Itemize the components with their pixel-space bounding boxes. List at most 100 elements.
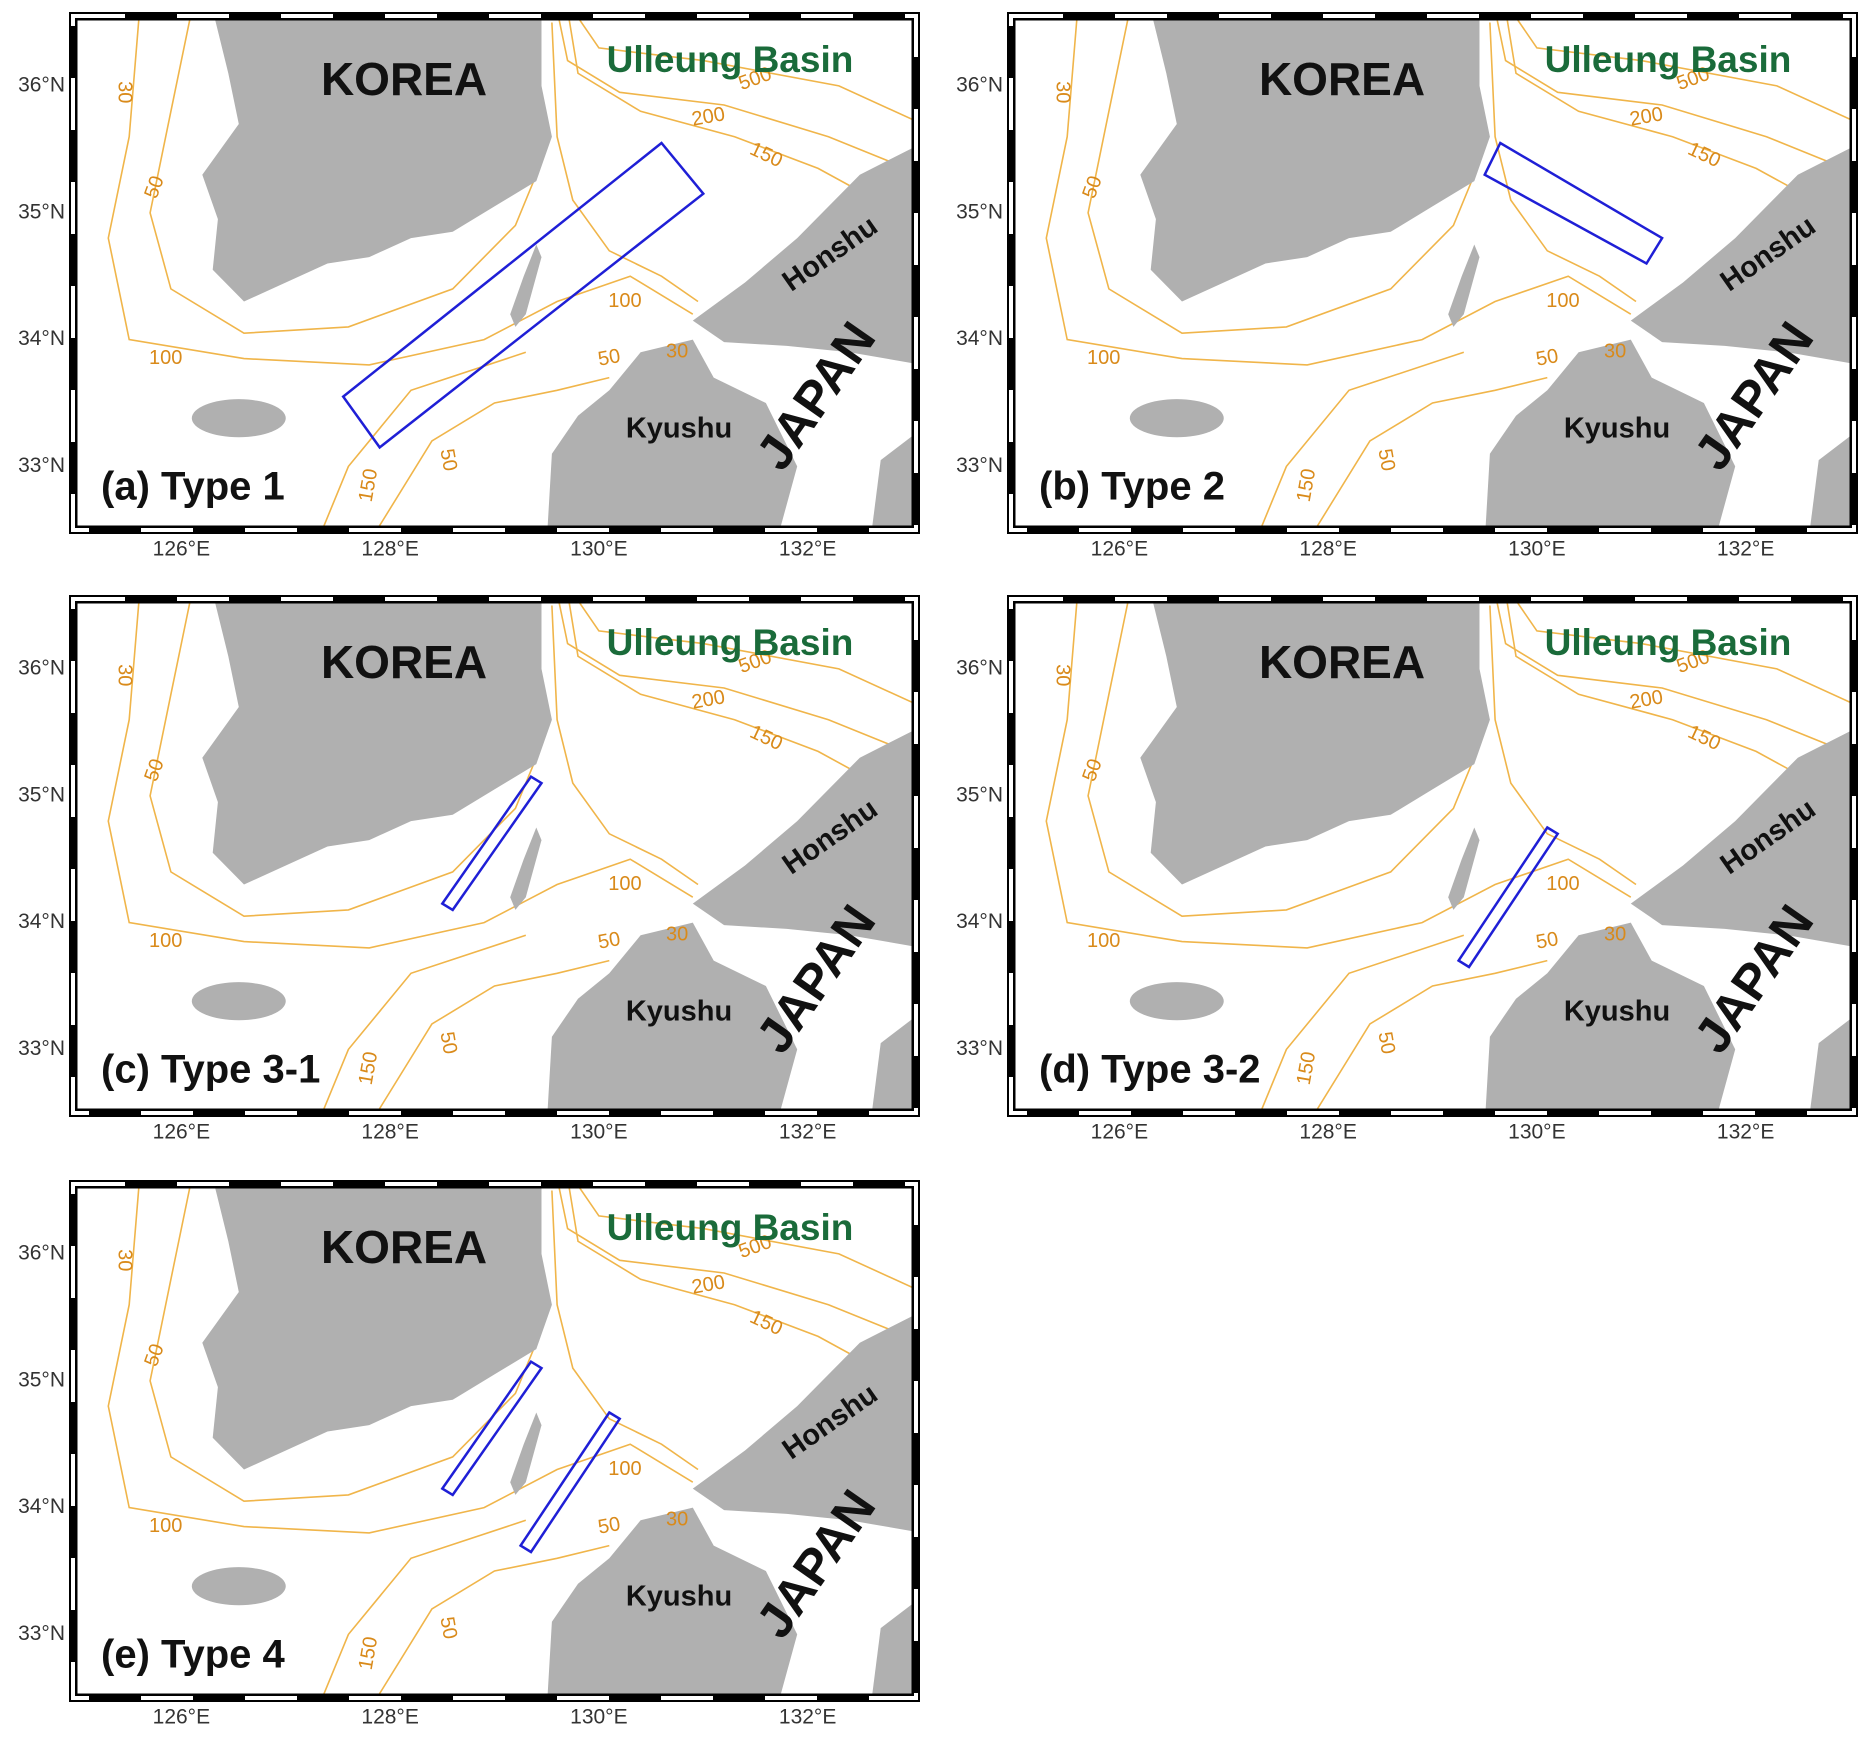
contour-label: 100 xyxy=(1546,873,1579,895)
isobath xyxy=(578,20,912,121)
land xyxy=(1630,731,1850,947)
study-box xyxy=(1456,825,1560,969)
island-label: Kyushu xyxy=(626,1581,732,1613)
x-tick-label: 132°E xyxy=(779,1121,836,1144)
isobath xyxy=(1087,20,1481,335)
y-tick-label: 34°N xyxy=(18,1495,65,1518)
x-tick-label: 126°E xyxy=(153,1121,210,1144)
isobath xyxy=(378,1544,610,1694)
contour-label: 30 xyxy=(1604,924,1626,946)
contour-label: 30 xyxy=(1052,81,1074,103)
y-tick-label: 35°N xyxy=(18,783,65,806)
contour-label: 100 xyxy=(1087,347,1120,369)
contour-label: 50 xyxy=(435,1030,461,1056)
country-label: KOREA xyxy=(1259,636,1425,688)
isobath xyxy=(568,1188,912,1389)
land xyxy=(202,1188,552,1470)
isobath xyxy=(558,20,912,172)
contour-label: 30 xyxy=(666,1509,688,1531)
country-label: KOREA xyxy=(321,636,487,688)
isobath xyxy=(1316,959,1548,1109)
y-tick-label: 33°N xyxy=(956,1037,1003,1060)
study-box xyxy=(341,141,706,450)
isobath xyxy=(1496,20,1850,172)
island-label: Kyushu xyxy=(1564,413,1670,445)
isobath xyxy=(1489,22,1637,303)
contour-label: 100 xyxy=(608,1458,641,1480)
contour-label: 30 xyxy=(114,664,136,686)
contour-label: 50 xyxy=(1373,1030,1399,1056)
land xyxy=(1485,922,1736,1109)
land xyxy=(547,922,798,1109)
land xyxy=(692,148,912,364)
isobath xyxy=(107,20,694,366)
contour-label: 100 xyxy=(149,930,182,952)
x-tick-label: 132°E xyxy=(1717,538,1774,561)
isobath xyxy=(107,603,694,949)
y-tick-label: 33°N xyxy=(18,1037,65,1060)
frame-inner xyxy=(76,1187,913,1695)
y-tick-label: 34°N xyxy=(18,910,65,933)
x-tick-label: 128°E xyxy=(1299,538,1356,561)
isobath xyxy=(568,20,912,221)
land xyxy=(872,1019,912,1109)
panel-label: (d) Type 3-2 xyxy=(1039,1048,1261,1092)
contour-label: 50 xyxy=(1534,928,1560,954)
land xyxy=(1129,399,1224,438)
y-tick-label: 35°N xyxy=(956,783,1003,806)
contour-label: 30 xyxy=(114,81,136,103)
panel-label: (c) Type 3-1 xyxy=(101,1048,320,1092)
isobath xyxy=(558,603,912,755)
frame-dash xyxy=(1009,14,1856,532)
land xyxy=(1140,20,1490,302)
country-label: KOREA xyxy=(1259,53,1425,105)
basin-label: Ulleung Basin xyxy=(607,1207,854,1248)
land xyxy=(202,603,552,885)
y-tick-label: 34°N xyxy=(956,910,1003,933)
island-label: Kyushu xyxy=(626,996,732,1028)
country-label: KOREA xyxy=(321,53,487,105)
land xyxy=(191,399,286,438)
land xyxy=(202,20,552,302)
x-tick-label: 126°E xyxy=(153,538,210,561)
panel-label: (e) Type 4 xyxy=(101,1633,286,1677)
isobath xyxy=(1496,603,1850,755)
y-tick-label: 33°N xyxy=(956,454,1003,477)
isobath xyxy=(378,376,610,526)
isobath xyxy=(1506,20,1850,221)
contour-label: 50 xyxy=(435,447,461,473)
x-tick-label: 126°E xyxy=(1091,538,1148,561)
isobath xyxy=(1516,20,1850,121)
contour-label: 30 xyxy=(1604,341,1626,363)
land xyxy=(872,1604,912,1694)
y-tick-label: 36°N xyxy=(18,73,65,96)
frame-dash xyxy=(71,597,918,1115)
basin-label: Ulleung Basin xyxy=(1545,39,1792,80)
frame-dash xyxy=(71,1182,918,1700)
y-tick-label: 36°N xyxy=(956,656,1003,679)
land xyxy=(191,982,286,1021)
isobath xyxy=(323,1519,527,1694)
frame-inner xyxy=(76,602,913,1110)
isobath xyxy=(323,351,527,526)
y-tick-label: 34°N xyxy=(956,327,1003,350)
land xyxy=(547,1507,798,1694)
island-label: Kyushu xyxy=(1564,996,1670,1028)
land xyxy=(1810,436,1850,526)
y-tick-label: 35°N xyxy=(18,1368,65,1391)
land xyxy=(1448,827,1480,910)
frame-dash xyxy=(1009,597,1856,1115)
isobath xyxy=(1045,20,1632,366)
land xyxy=(510,827,542,910)
land xyxy=(1485,339,1736,526)
isobath xyxy=(378,959,610,1109)
study-box xyxy=(1483,141,1664,266)
land xyxy=(510,244,542,327)
frame-inner xyxy=(1014,19,1851,527)
